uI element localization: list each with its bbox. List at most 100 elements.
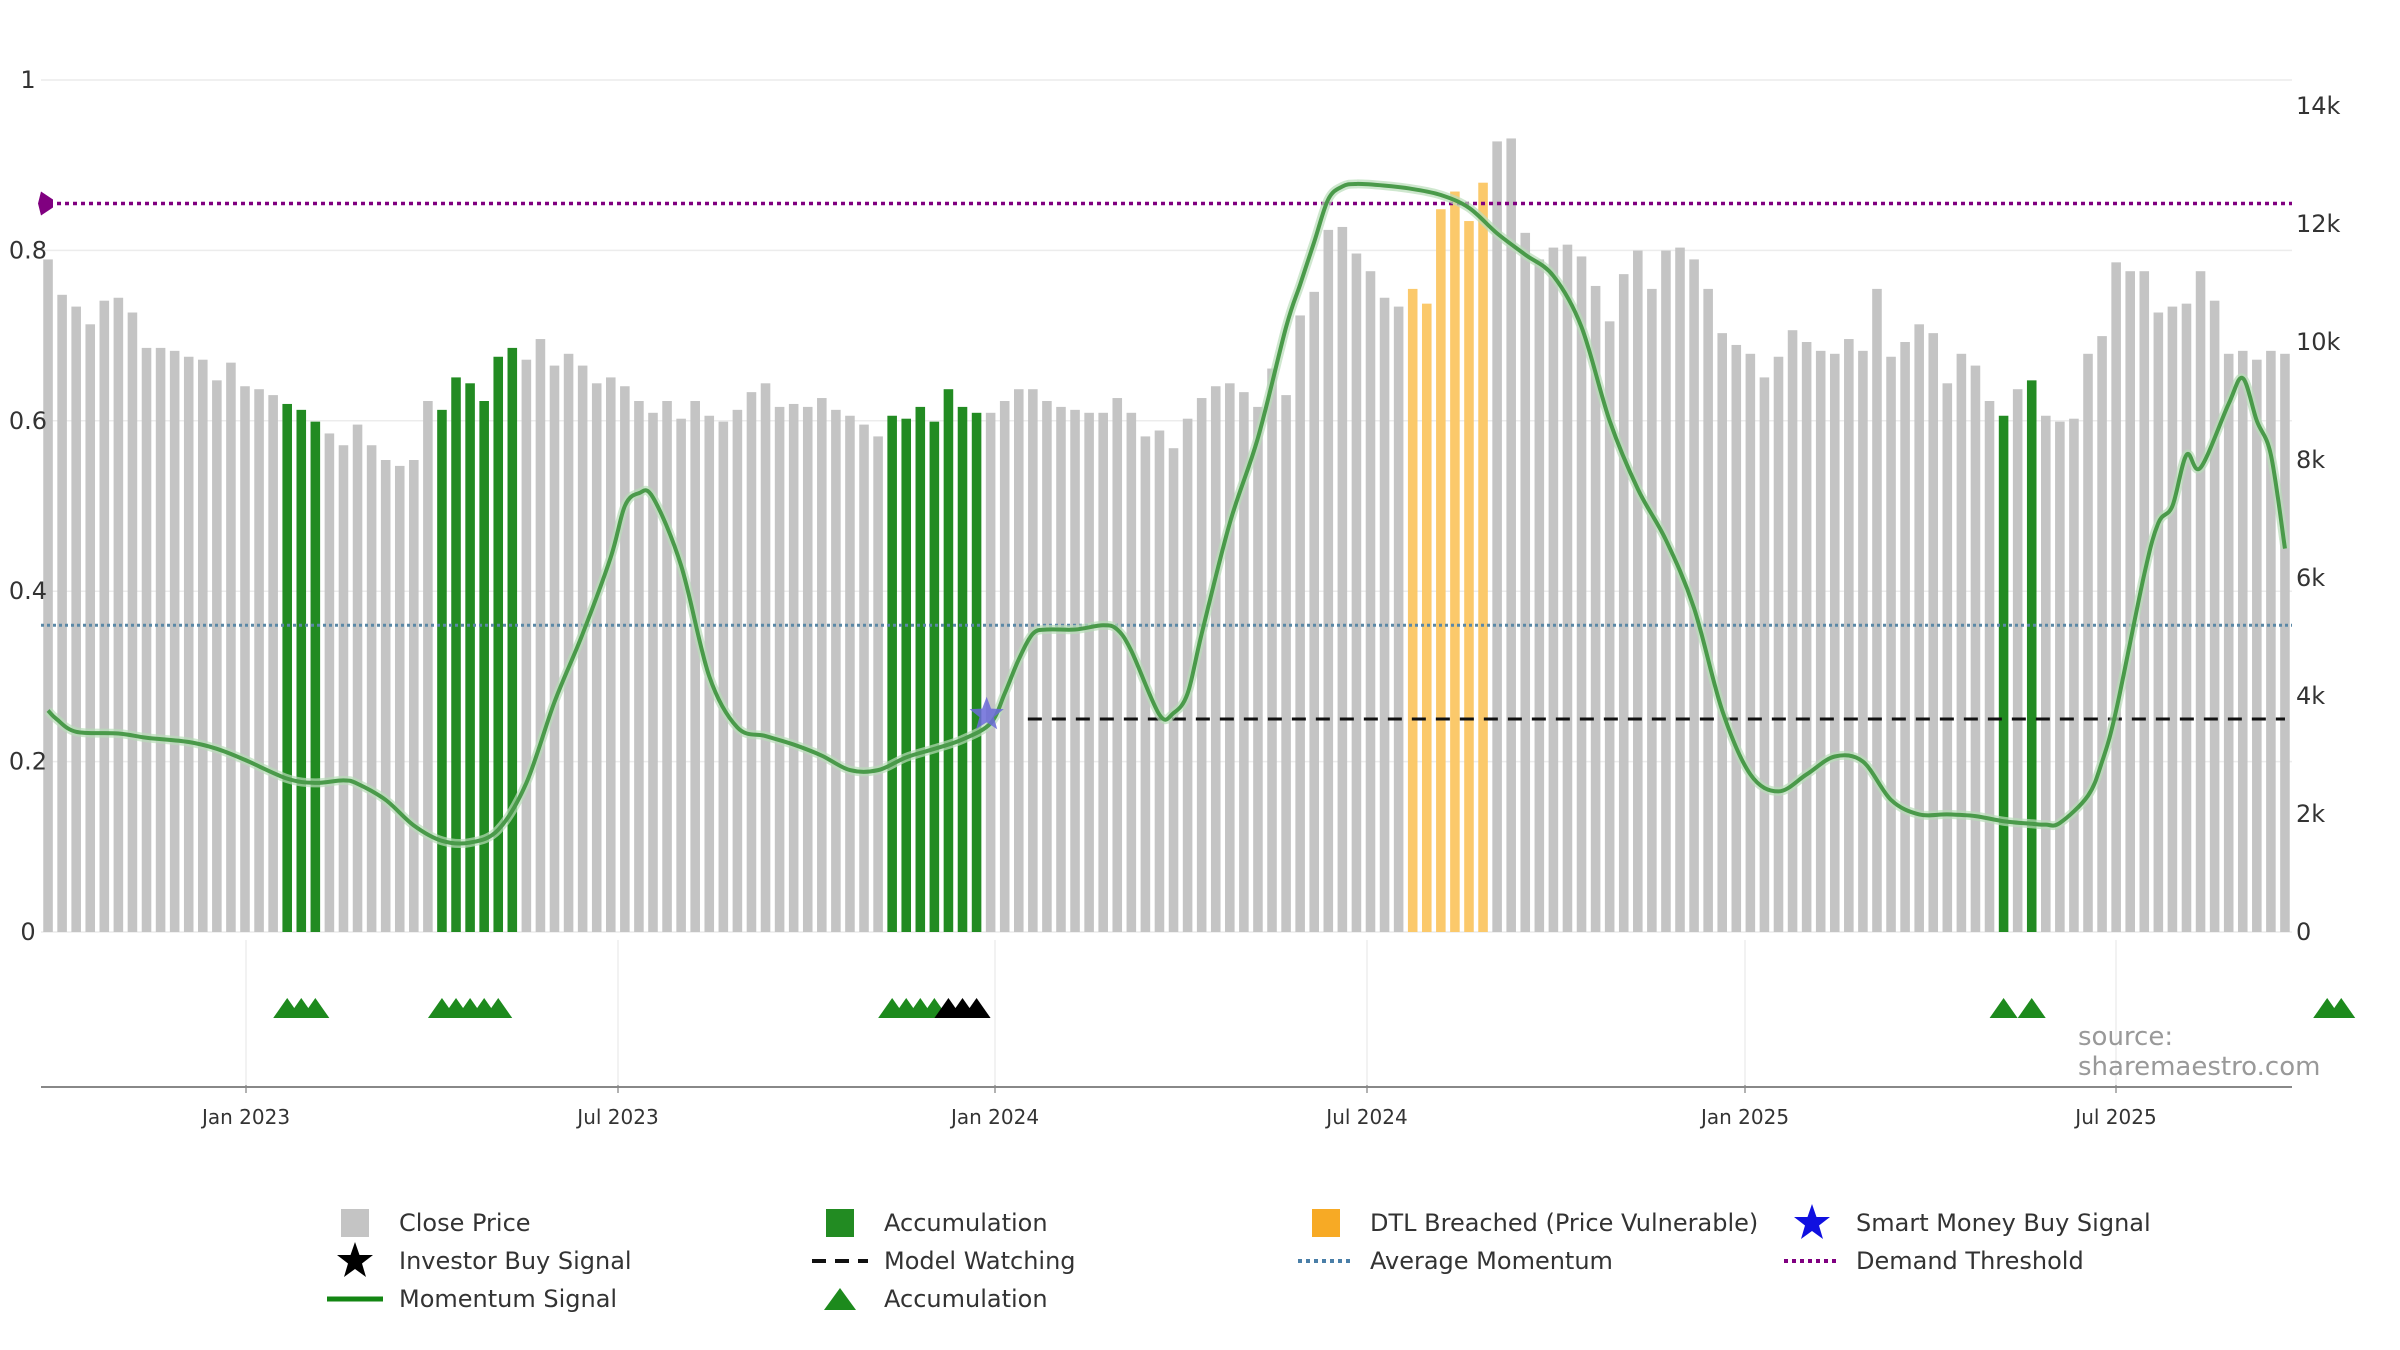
x-tick-label: Jan 2023 (200, 1105, 290, 1129)
close-price-bar (1731, 344, 1742, 932)
close-price-bar (1745, 353, 1756, 932)
accumulation-triangle (2017, 998, 2046, 1018)
demand-threshold-marker (38, 191, 53, 216)
left-tick-label: 0.6 (9, 407, 47, 435)
close-price-bar (71, 306, 81, 933)
close-price-bar (1787, 330, 1798, 932)
legend-label: Accumulation (884, 1209, 1048, 1237)
accumulation-bar (296, 409, 307, 933)
close-price-bar (620, 386, 630, 932)
accumulation-bar (437, 409, 447, 933)
legend-label: Demand Threshold (1856, 1247, 2084, 1275)
close-price-bar (746, 392, 757, 932)
accumulation-triangle (2327, 998, 2356, 1018)
gray-square-icon (341, 1209, 369, 1237)
accumulation-bar (507, 347, 518, 932)
close-price-bar (1717, 333, 1727, 932)
momentum-signal-line (46, 181, 2287, 846)
close-price-bar (1098, 412, 1108, 932)
close-price-bar (1393, 306, 1404, 933)
close-price-bar (1618, 274, 1629, 932)
legend-average-momentum: Average Momentum (1296, 1243, 1613, 1279)
close-price-bar (1070, 409, 1080, 933)
close-price-bar (2252, 359, 2262, 932)
right-tick-label: 10k (2296, 328, 2341, 356)
dtl-breached-bar (1436, 209, 1446, 932)
close-price-bar (2181, 303, 2192, 932)
green-square-icon (826, 1209, 854, 1237)
legend-close-price: Close Price (325, 1205, 531, 1241)
dtl-breached-bar (1450, 191, 1460, 933)
close-price-bar (2083, 353, 2093, 932)
close-price-bar (1126, 412, 1137, 932)
legend-label: Accumulation (884, 1285, 1048, 1313)
dtl-breached-bar (1464, 221, 1474, 933)
legend-label: Smart Money Buy Signal (1856, 1209, 2151, 1237)
close-price-bar (1351, 253, 1362, 932)
close-price-bar (1703, 288, 1713, 932)
close-price-bar (2111, 262, 2121, 933)
close-price-bar (1210, 386, 1221, 932)
close-price-bar (1281, 395, 1291, 933)
legend-dtl-breached: DTL Breached (Price Vulnerable) (1296, 1205, 1758, 1241)
close-price-bar (2012, 389, 2023, 932)
close-price-bar (1900, 342, 1910, 932)
close-price-bar (409, 460, 419, 932)
smart-money-star (969, 696, 1004, 730)
accumulation-bar (915, 406, 926, 932)
accumulation-bar (887, 415, 897, 932)
accumulation-bar (957, 406, 968, 932)
close-price-bar (2223, 353, 2234, 932)
accumulation-triangle (484, 998, 513, 1018)
orange-square-icon (1312, 1209, 1340, 1237)
close-price-bar (845, 415, 855, 932)
close-price-bar (1196, 398, 1207, 932)
close-price-bar (226, 362, 236, 932)
x-tick-label: Jul 2025 (2073, 1105, 2156, 1129)
dtl-breached-bar (1407, 288, 1418, 932)
dtl-breached-bar (1478, 182, 1488, 932)
close-price-bar (1984, 401, 1995, 932)
close-price-bar (1858, 350, 1868, 933)
legend-accumulation-triangle: Accumulation (810, 1281, 1048, 1317)
close-price-bar (1168, 448, 1179, 932)
right-tick-label: 12k (2296, 210, 2341, 238)
close-price-bar (2237, 350, 2248, 933)
close-price-bar (1661, 250, 1671, 933)
accumulation-bar (493, 356, 504, 932)
close-price-bar (521, 359, 532, 932)
close-price-bar (1872, 288, 1882, 932)
accumulation-bar (479, 401, 489, 932)
close-price-bar (1914, 324, 1924, 932)
close-price-bar (1112, 398, 1123, 932)
close-price-bar (1028, 389, 1038, 932)
legend-label: Investor Buy Signal (399, 1247, 632, 1275)
close-price-bar (423, 401, 433, 932)
close-price-bar (2041, 415, 2051, 932)
close-price-bar (577, 365, 588, 933)
close-price-bar (141, 347, 152, 932)
close-price-bar (169, 350, 180, 933)
close-price-bar (732, 409, 743, 933)
close-price-bar (831, 409, 841, 933)
accumulation-bar (1998, 415, 2009, 932)
close-price-bar (1492, 141, 1502, 932)
close-price-bar (43, 259, 53, 932)
close-price-bar (606, 377, 616, 932)
close-price-bar (2125, 271, 2135, 932)
close-price-bar (535, 339, 546, 932)
close-price-bar (240, 386, 250, 932)
legend-label: Momentum Signal (399, 1285, 618, 1313)
close-price-bar (254, 389, 264, 932)
close-price-bar (1154, 430, 1165, 932)
price-bars (43, 138, 2290, 933)
left-tick-label: 0.8 (9, 236, 47, 264)
close-price-bar (634, 401, 644, 932)
close-price-bar (85, 324, 96, 932)
close-price-bar (1253, 406, 1263, 932)
close-price-bar (1309, 291, 1320, 933)
legend-investor-buy: Investor Buy Signal (325, 1242, 632, 1279)
close-price-bar (198, 359, 208, 932)
close-price-bar (760, 383, 771, 932)
